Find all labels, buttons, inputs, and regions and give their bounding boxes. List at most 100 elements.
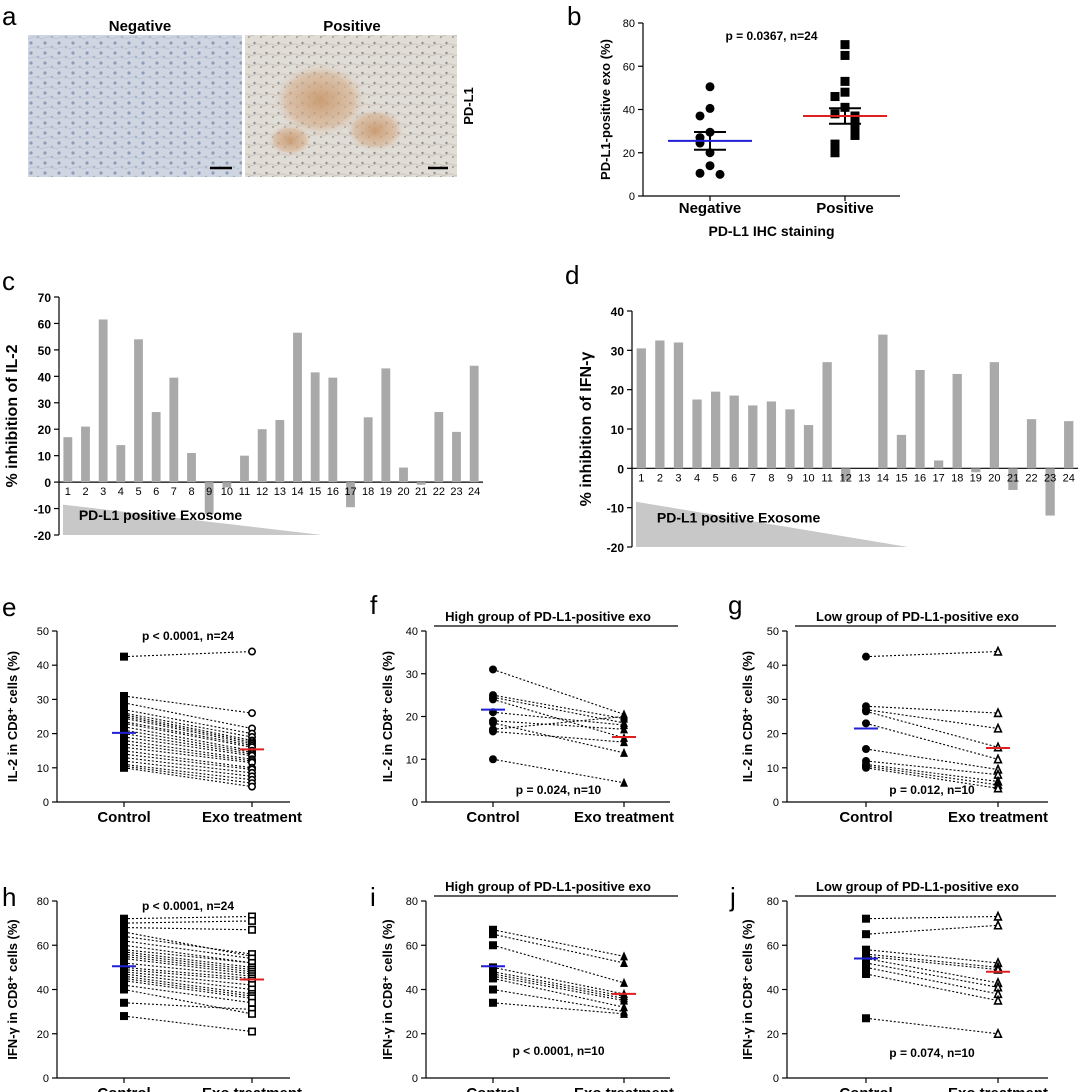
y-tick-label: -10	[34, 503, 52, 517]
pair-line	[123, 765, 253, 784]
x-tick-label: Exo treatment	[574, 1085, 674, 1092]
pair-line	[123, 717, 253, 745]
data-point	[695, 111, 705, 121]
y-tick-label: 60	[767, 940, 779, 952]
pair-line	[123, 920, 253, 924]
data-point	[120, 954, 128, 963]
pair-line	[865, 760, 999, 776]
data-point	[120, 923, 128, 932]
x-tick-label: Exo treatment	[202, 809, 302, 826]
chart-h: 0 20 40 60 80 Control Exo treatment IFN-γ in CD…	[5, 896, 302, 1092]
x-tick-label: 21	[1007, 472, 1019, 484]
data-point	[862, 707, 870, 716]
data-point	[620, 995, 628, 1005]
pair-line	[123, 763, 253, 781]
data-point	[620, 1008, 628, 1018]
x-tick-label: 9	[787, 472, 793, 484]
data-point	[489, 974, 497, 983]
stain-region	[345, 108, 405, 152]
y-tick-label: 40	[38, 370, 52, 384]
y-tick-label: 20	[38, 423, 52, 437]
bar	[1064, 421, 1074, 469]
x-tick-label: 14	[291, 486, 303, 498]
bar	[187, 453, 196, 483]
bar	[952, 373, 962, 469]
pair-line	[123, 973, 253, 991]
bar	[169, 377, 179, 483]
y-tick-label: 40	[767, 660, 779, 672]
y-tick-label: 0	[43, 1073, 49, 1085]
pair-line	[865, 924, 999, 935]
bar	[655, 340, 665, 469]
wedge-label: PD-L1 positive Exosome	[79, 507, 243, 523]
x-tick-label: Exo treatment	[202, 1085, 302, 1092]
y-tick-label: 30	[37, 694, 49, 706]
x-tick-label: 6	[153, 486, 159, 498]
x-tick-label: Control	[466, 1085, 519, 1092]
bar	[98, 319, 108, 483]
bar	[692, 399, 702, 469]
y-tick-label: 40	[623, 105, 635, 117]
pair-line	[123, 729, 253, 753]
y-tick-label: -10	[607, 502, 625, 516]
bar	[673, 342, 684, 469]
y-axis-label: PD-L1-positive exo (%)	[598, 39, 613, 180]
data-point	[489, 985, 497, 994]
data-point	[840, 50, 850, 60]
pair-line	[865, 955, 999, 971]
p-value: p = 0.012, n=10	[889, 783, 975, 797]
data-point	[862, 719, 870, 728]
x-tick-label: 3	[100, 486, 106, 498]
bar	[710, 391, 721, 469]
pair-line	[492, 758, 625, 784]
bar	[116, 445, 126, 483]
pair-line	[123, 750, 253, 769]
y-tick-label: 0	[412, 1073, 418, 1085]
y-tick-label: 10	[37, 763, 49, 775]
data-point	[248, 1027, 257, 1036]
data-point	[993, 910, 1003, 921]
y-tick-label: 20	[611, 384, 625, 398]
data-point	[862, 744, 870, 753]
x-tick-label: Positive	[816, 200, 874, 217]
bar	[822, 362, 832, 469]
bar	[469, 365, 479, 483]
bar	[785, 409, 795, 469]
y-tick-label: 10	[406, 754, 418, 766]
chart-i: 0 20 40 60 80 Control Exo treatment IFN-γ in CD…	[380, 879, 678, 1092]
chart-title: p < 0.0001, n=24	[142, 899, 234, 913]
y-tick-label: 20	[406, 1029, 418, 1041]
panel-label-j: j	[729, 882, 736, 912]
x-tick-label: 13	[858, 472, 870, 484]
x-tick-label: 15	[309, 486, 321, 498]
bar	[257, 429, 267, 483]
x-axis-label: PD-L1 IHC staining	[708, 223, 834, 239]
pair-line	[123, 957, 253, 975]
y-tick-label: 80	[623, 18, 635, 30]
y-tick-label: 20	[623, 148, 635, 160]
bar	[293, 332, 302, 483]
data-point	[489, 925, 497, 934]
data-point	[993, 753, 1003, 764]
data-point	[489, 718, 497, 727]
bar	[275, 419, 285, 483]
x-tick-label: 19	[380, 486, 392, 498]
x-tick-label: 5	[713, 472, 719, 484]
data-point	[120, 976, 128, 985]
data-point	[489, 930, 497, 939]
x-tick-label: 5	[135, 486, 141, 498]
pair-line	[865, 722, 999, 760]
x-tick-label: 18	[951, 472, 963, 484]
bar	[222, 482, 232, 488]
y-tick-label: 20	[37, 1029, 49, 1041]
pair-line	[492, 711, 625, 726]
pair-line	[123, 1002, 253, 1010]
pair-line	[123, 927, 253, 931]
pair-line	[123, 714, 253, 741]
panel-label-d: d	[565, 260, 579, 290]
data-point	[620, 951, 628, 961]
panel-label-a: a	[2, 1, 17, 31]
pair-line	[865, 1017, 999, 1035]
x-tick-label: Negative	[679, 200, 742, 217]
